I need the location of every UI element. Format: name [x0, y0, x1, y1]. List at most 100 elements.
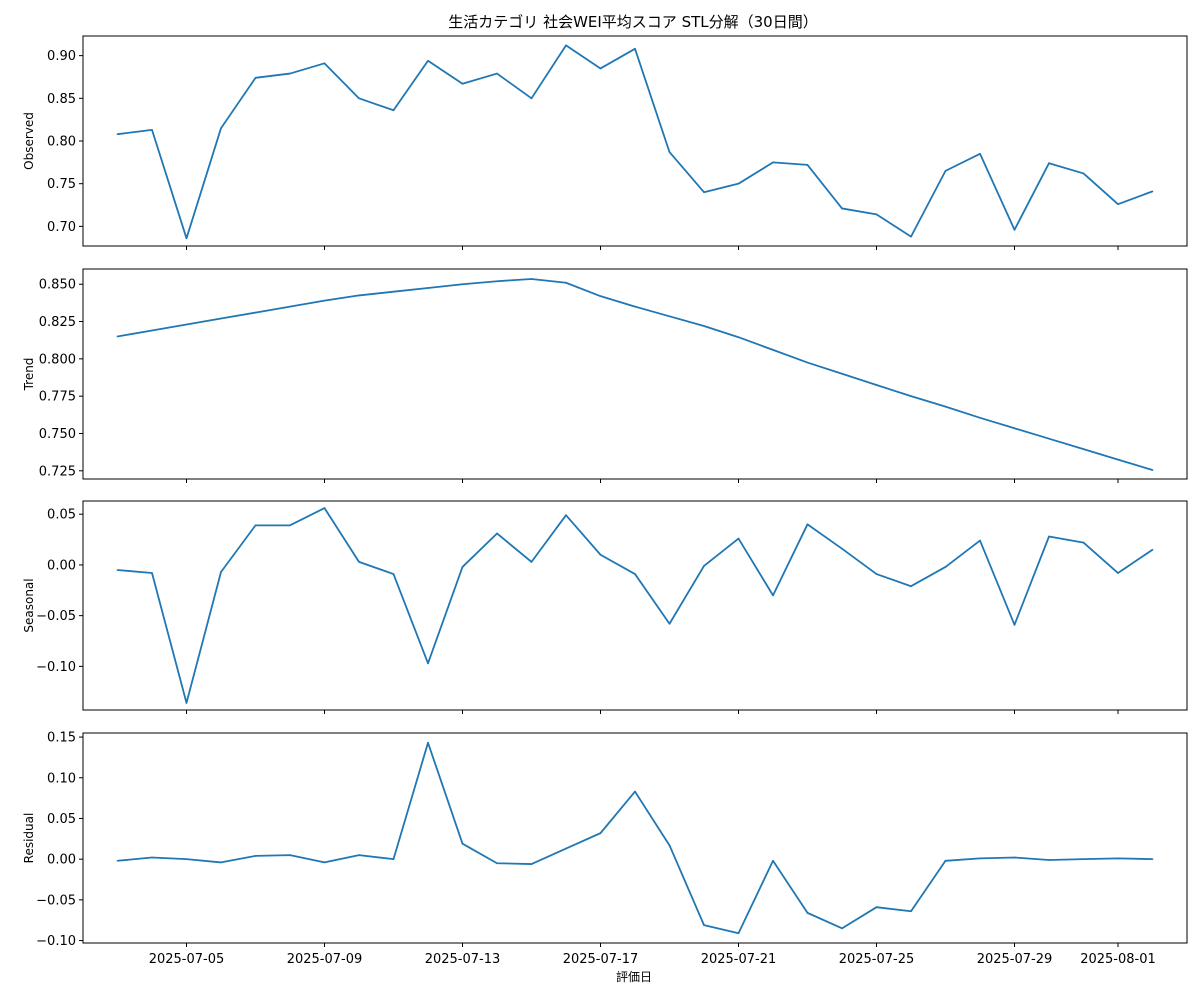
data-point	[151, 572, 153, 574]
data-point	[1117, 203, 1119, 205]
x-tick-label: 2025-07-13	[425, 952, 501, 967]
data-point	[634, 48, 636, 50]
data-point	[427, 59, 429, 62]
data-point	[1082, 172, 1085, 175]
series-line-observed	[117, 44, 1153, 240]
data-point	[910, 235, 912, 238]
y-tick-label: 0.85	[47, 92, 76, 107]
data-point	[737, 336, 740, 339]
data-point	[1117, 857, 1119, 860]
axes-frame	[82, 35, 1188, 247]
data-point	[979, 857, 981, 860]
data-point	[220, 861, 222, 864]
data-point	[185, 323, 188, 326]
data-point	[1048, 437, 1050, 440]
data-point	[496, 862, 498, 865]
y-tick-label: 0.750	[39, 427, 76, 442]
data-point	[703, 924, 705, 926]
data-point	[185, 237, 188, 240]
data-point	[772, 594, 774, 597]
data-point	[944, 405, 947, 408]
data-point	[910, 585, 912, 588]
data-point	[1082, 541, 1085, 544]
data-point	[1013, 623, 1016, 626]
data-point	[565, 514, 567, 517]
data-point	[841, 207, 843, 210]
data-point	[737, 537, 740, 540]
data-point	[461, 842, 464, 845]
x-tick-label: 2025-07-25	[839, 952, 915, 967]
y-tick-label: 0.15	[47, 731, 76, 746]
data-point	[116, 133, 119, 135]
y-tick-label: −0.10	[36, 934, 76, 949]
y-tick-label: −0.05	[36, 609, 76, 624]
data-point	[875, 384, 878, 386]
y-tick-label: 0.00	[47, 558, 76, 573]
y-tick-label: 0.80	[47, 135, 76, 150]
y-tick-label: 0.90	[47, 49, 76, 64]
data-point	[772, 349, 774, 351]
data-point	[668, 844, 671, 847]
data-point	[565, 44, 567, 47]
data-point	[530, 561, 533, 563]
data-point	[151, 329, 153, 332]
y-tick-label: −0.10	[36, 660, 76, 675]
data-point	[737, 182, 740, 185]
data-point	[185, 702, 188, 704]
data-point	[806, 912, 809, 914]
data-point	[1151, 858, 1154, 860]
data-point	[841, 547, 843, 550]
data-point	[461, 283, 464, 286]
data-point	[599, 295, 602, 297]
axes-frame	[82, 732, 1188, 944]
data-point	[1048, 859, 1050, 861]
y-tick-label: 0.800	[39, 352, 76, 367]
y-axis-label: Seasonal	[22, 578, 36, 632]
data-point	[668, 315, 671, 318]
data-point	[323, 299, 326, 302]
data-point	[323, 62, 326, 65]
y-tick-label: −0.05	[36, 893, 76, 908]
data-point	[944, 859, 947, 862]
data-point	[841, 372, 843, 375]
data-point	[323, 507, 326, 509]
data-point	[1151, 469, 1154, 471]
data-point	[496, 72, 498, 75]
data-point	[289, 854, 291, 856]
panel-seasonal: −0.10 −0.05 0.00 0.05 Seasonal	[22, 500, 1188, 714]
data-point	[427, 662, 429, 665]
data-point	[392, 109, 395, 112]
data-point	[910, 910, 912, 913]
data-point	[392, 573, 395, 575]
data-point	[151, 129, 153, 131]
panel-residual: −0.10 −0.05 0.00 0.05 0.10 0.15 2025-07-05 2025…	[22, 731, 1188, 967]
data-point	[944, 170, 947, 172]
data-point	[703, 325, 705, 327]
data-point	[668, 151, 671, 153]
data-point	[875, 213, 878, 216]
y-axis-label: Trend	[22, 358, 36, 392]
y-tick-label: 0.05	[47, 812, 76, 827]
data-point	[599, 832, 602, 834]
data-point	[599, 553, 602, 556]
data-point	[1082, 858, 1085, 860]
axes-frame	[82, 268, 1188, 480]
data-point	[530, 863, 533, 865]
data-point	[254, 524, 257, 527]
data-point	[358, 854, 360, 856]
data-point	[461, 83, 464, 85]
y-tick-label: 0.850	[39, 278, 76, 293]
data-point	[496, 280, 498, 283]
data-point	[668, 622, 671, 625]
figure-title: 生活カテゴリ 社会WEI平均スコア STL分解（30日間）	[448, 13, 817, 31]
data-point	[1151, 190, 1154, 193]
data-point	[1013, 856, 1016, 859]
data-point	[1048, 535, 1050, 538]
y-tick-label: 0.725	[39, 464, 76, 479]
data-point	[703, 191, 705, 194]
data-point	[910, 395, 912, 397]
data-point	[254, 855, 257, 857]
data-point	[806, 164, 809, 166]
data-point	[979, 417, 981, 419]
